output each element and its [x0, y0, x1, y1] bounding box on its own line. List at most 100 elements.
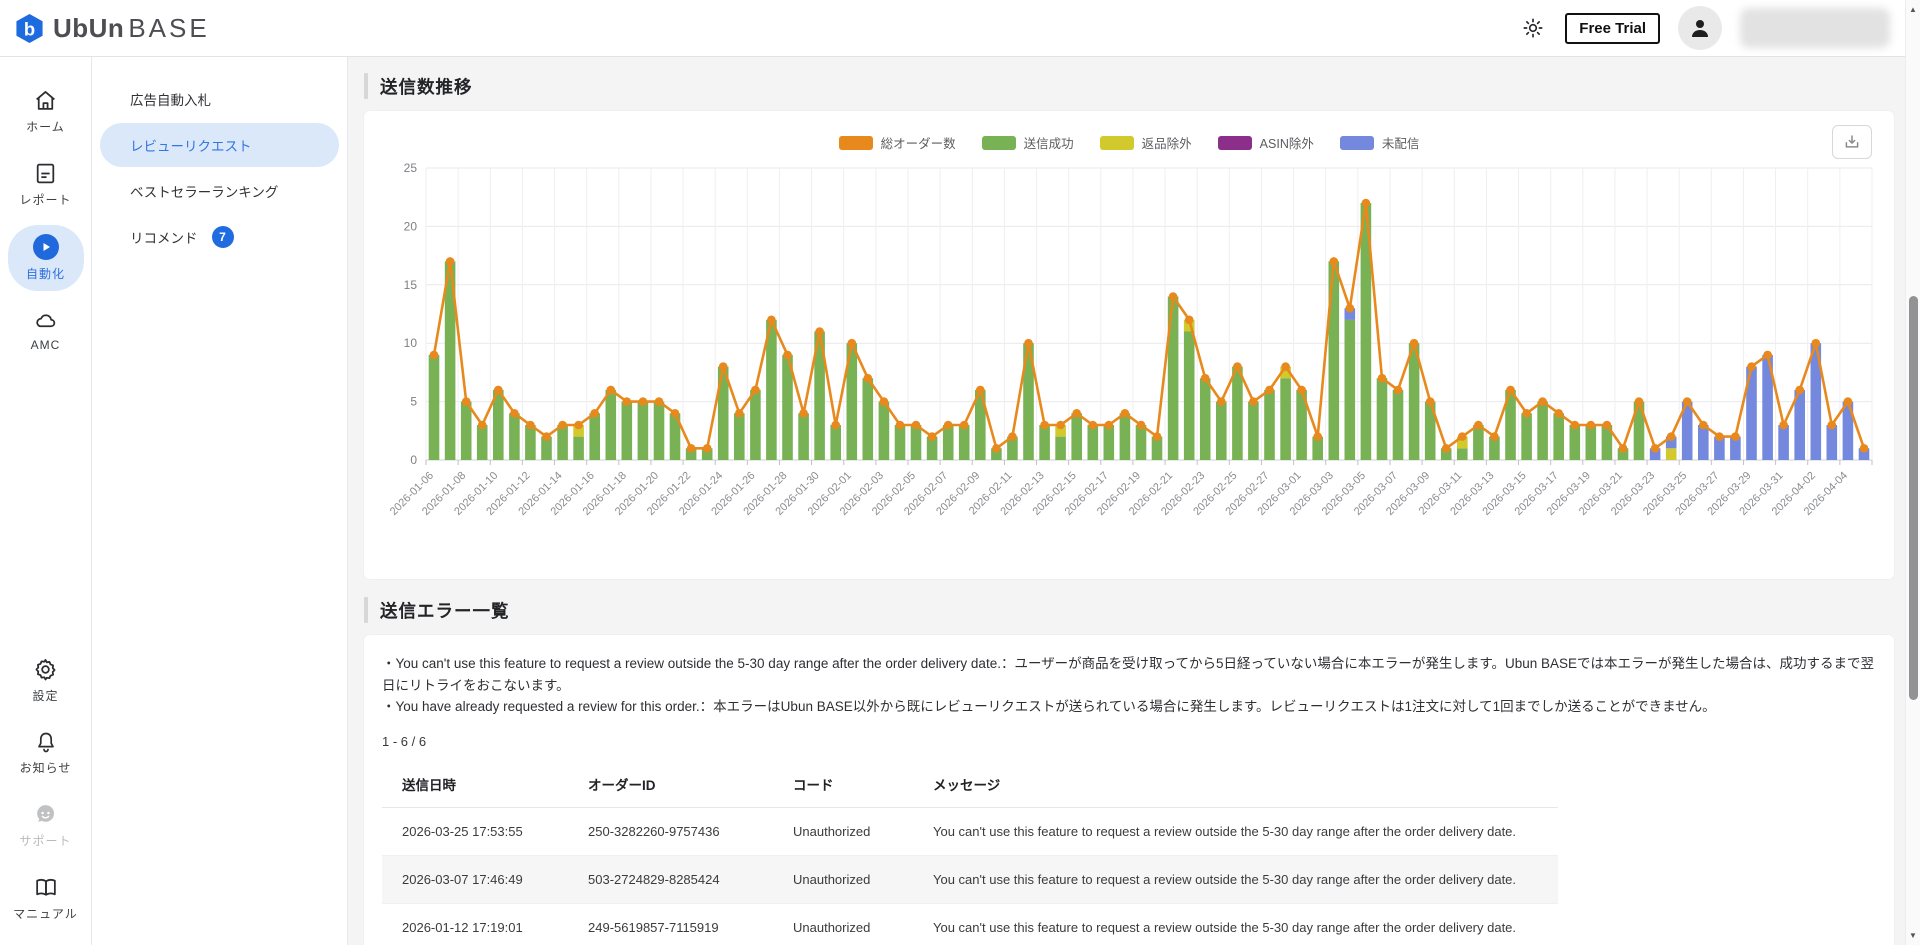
errors-table-cell: You can't use this feature to request a … — [913, 903, 1558, 945]
errors-table-cell: Unauthorized — [773, 903, 913, 945]
errors-table-header-row: 送信日時オーダーIDコードメッセージ — [382, 761, 1558, 808]
brightness-toggle-button[interactable] — [1519, 14, 1547, 42]
bell-icon — [34, 730, 58, 754]
user-name-redacted — [1740, 8, 1890, 48]
errors-column-header: オーダーID — [568, 761, 773, 808]
errors-column-header: 送信日時 — [382, 761, 568, 808]
sidebar-label-home: ホーム — [26, 118, 65, 135]
errors-table-row: 2026-01-12 17:19:01249-5619857-7115919Un… — [382, 903, 1558, 945]
sidebar-label-support: サポート — [19, 832, 71, 849]
sidebar-label-manual: マニュアル — [13, 905, 78, 922]
brand-logo[interactable]: b UbUnBASE — [14, 13, 210, 44]
sidebar-label-notifications: お知らせ — [20, 759, 72, 776]
errors-table-cell: 250-3282260-9757436 — [568, 807, 773, 855]
chart-download-button[interactable] — [1832, 125, 1872, 159]
section-accent-bar — [364, 597, 368, 623]
automation-submenu: 広告自動入札 レビューリクエスト ベストセラーランキング リコメンド 7 — [92, 57, 348, 945]
legend-item-4[interactable]: 未配信 — [1340, 133, 1420, 152]
report-document-icon — [33, 161, 58, 186]
logo-text-light: BASE — [128, 13, 209, 43]
sidebar-item-notifications[interactable]: お知らせ — [8, 721, 84, 785]
submenu-item-review-request[interactable]: レビューリクエスト — [100, 123, 339, 167]
scrollbar-down-arrow[interactable]: ▼ — [1906, 926, 1920, 945]
recommend-count-badge: 7 — [212, 226, 234, 248]
submenu-item-ad-auto-bidding[interactable]: 広告自動入札 — [100, 77, 339, 121]
errors-table-cell: 2026-03-25 17:53:55 — [382, 807, 568, 855]
errors-column-header: コード — [773, 761, 913, 808]
submenu-item-bestseller-ranking[interactable]: ベストセラーランキング — [100, 169, 339, 213]
legend-label: 送信成功 — [1024, 133, 1074, 152]
chart-legend: 総オーダー数 送信成功 返品除外 ASIN除外 未配信 — [382, 125, 1876, 154]
cloud-icon — [32, 308, 59, 333]
chart-section-title: 送信数推移 — [380, 74, 473, 99]
logo-text-bold: UbUn — [53, 13, 124, 43]
send-errors-card: ・You can't use this feature to request a… — [364, 635, 1894, 945]
errors-table-row: 2026-03-07 17:46:49503-2724829-8285424Un… — [382, 855, 1558, 903]
app-header: b UbUnBASE Free Trial — [0, 0, 1920, 57]
errors-table-cell: 2026-01-12 17:19:01 — [382, 903, 568, 945]
errors-section-title: 送信エラー一覧 — [380, 598, 510, 623]
chart-section-header: 送信数推移 — [364, 73, 1894, 99]
errors-table-row: 2026-03-25 17:53:55250-3282260-9757436Un… — [382, 807, 1558, 855]
errors-section-header: 送信エラー一覧 — [364, 597, 1894, 623]
svg-text:5: 5 — [410, 395, 417, 409]
submenu-label: 広告自動入札 — [130, 89, 211, 109]
sidebar-label-settings: 設定 — [32, 687, 58, 704]
logo-hexagon-icon: b — [14, 13, 45, 44]
svg-text:b: b — [24, 18, 35, 39]
legend-item-0[interactable]: 総オーダー数 — [839, 133, 956, 152]
support-face-icon — [33, 802, 58, 827]
send-count-chart: 05101520252026-01-062026-01-082026-01-10… — [382, 154, 1876, 573]
automation-play-icon — [33, 234, 59, 260]
pagination-label: 1 - 6 / 6 — [382, 734, 1876, 749]
errors-table-cell: You can't use this feature to request a … — [913, 807, 1558, 855]
legend-label: 返品除外 — [1142, 133, 1192, 152]
svg-text:25: 25 — [404, 161, 418, 175]
legend-item-3[interactable]: ASIN除外 — [1218, 133, 1314, 152]
open-book-icon — [33, 875, 59, 900]
svg-text:10: 10 — [404, 336, 418, 350]
send-count-chart-card: 総オーダー数 送信成功 返品除外 ASIN除外 未配信 051015202520… — [364, 111, 1894, 579]
sidebar-label-report: レポート — [19, 191, 71, 208]
error-note-2: ・You have already requested a review for… — [382, 696, 1876, 718]
sidebar-label-amc: AMC — [31, 338, 61, 352]
svg-text:15: 15 — [404, 278, 418, 292]
sidebar-item-manual[interactable]: マニュアル — [8, 866, 84, 931]
legend-label: 総オーダー数 — [881, 133, 956, 152]
legend-swatch — [982, 136, 1016, 150]
errors-table-cell: Unauthorized — [773, 807, 913, 855]
sidebar-item-home[interactable]: ホーム — [8, 79, 84, 144]
user-avatar[interactable] — [1678, 6, 1722, 50]
icon-rail: ホーム レポート 自動化 AMC — [0, 57, 92, 945]
home-icon — [33, 88, 58, 113]
submenu-item-recommend[interactable]: リコメンド 7 — [100, 215, 339, 259]
app-root: b UbUnBASE Free Trial — [0, 0, 1920, 945]
scrollbar-thumb[interactable] — [1909, 296, 1918, 700]
section-accent-bar — [364, 73, 368, 99]
errors-table-cell: You can't use this feature to request a … — [913, 855, 1558, 903]
gear-icon — [33, 657, 58, 682]
person-icon — [1688, 16, 1712, 40]
legend-item-2[interactable]: 返品除外 — [1100, 133, 1192, 152]
legend-label: ASIN除外 — [1260, 133, 1314, 152]
legend-swatch — [1100, 136, 1134, 150]
submenu-label: レビューリクエスト — [130, 135, 252, 155]
sidebar-item-amc[interactable]: AMC — [8, 299, 84, 361]
sidebar-item-report[interactable]: レポート — [8, 152, 84, 217]
legend-swatch — [1340, 136, 1374, 150]
sidebar-item-settings[interactable]: 設定 — [8, 648, 84, 713]
scrollbar-up-arrow[interactable]: ▲ — [1906, 0, 1920, 19]
download-icon — [1843, 133, 1861, 151]
main-content: 送信数推移 総オーダー数 送信成功 返品除外 ASIN除外 未配信 0 5 10 15… — [348, 57, 1920, 945]
svg-text:0: 0 — [410, 453, 417, 467]
sidebar-item-support[interactable]: サポート — [8, 793, 84, 858]
page-scrollbar[interactable]: ▲ ▼ — [1905, 0, 1920, 945]
free-trial-button[interactable]: Free Trial — [1565, 13, 1660, 44]
sidebar-label-automation: 自動化 — [26, 265, 65, 282]
brightness-icon — [1522, 17, 1544, 39]
errors-column-header: メッセージ — [913, 761, 1558, 808]
submenu-label: リコメンド — [130, 227, 198, 247]
sidebar-item-automation[interactable]: 自動化 — [8, 225, 84, 291]
legend-item-1[interactable]: 送信成功 — [982, 133, 1074, 152]
submenu-label: ベストセラーランキング — [130, 181, 278, 201]
